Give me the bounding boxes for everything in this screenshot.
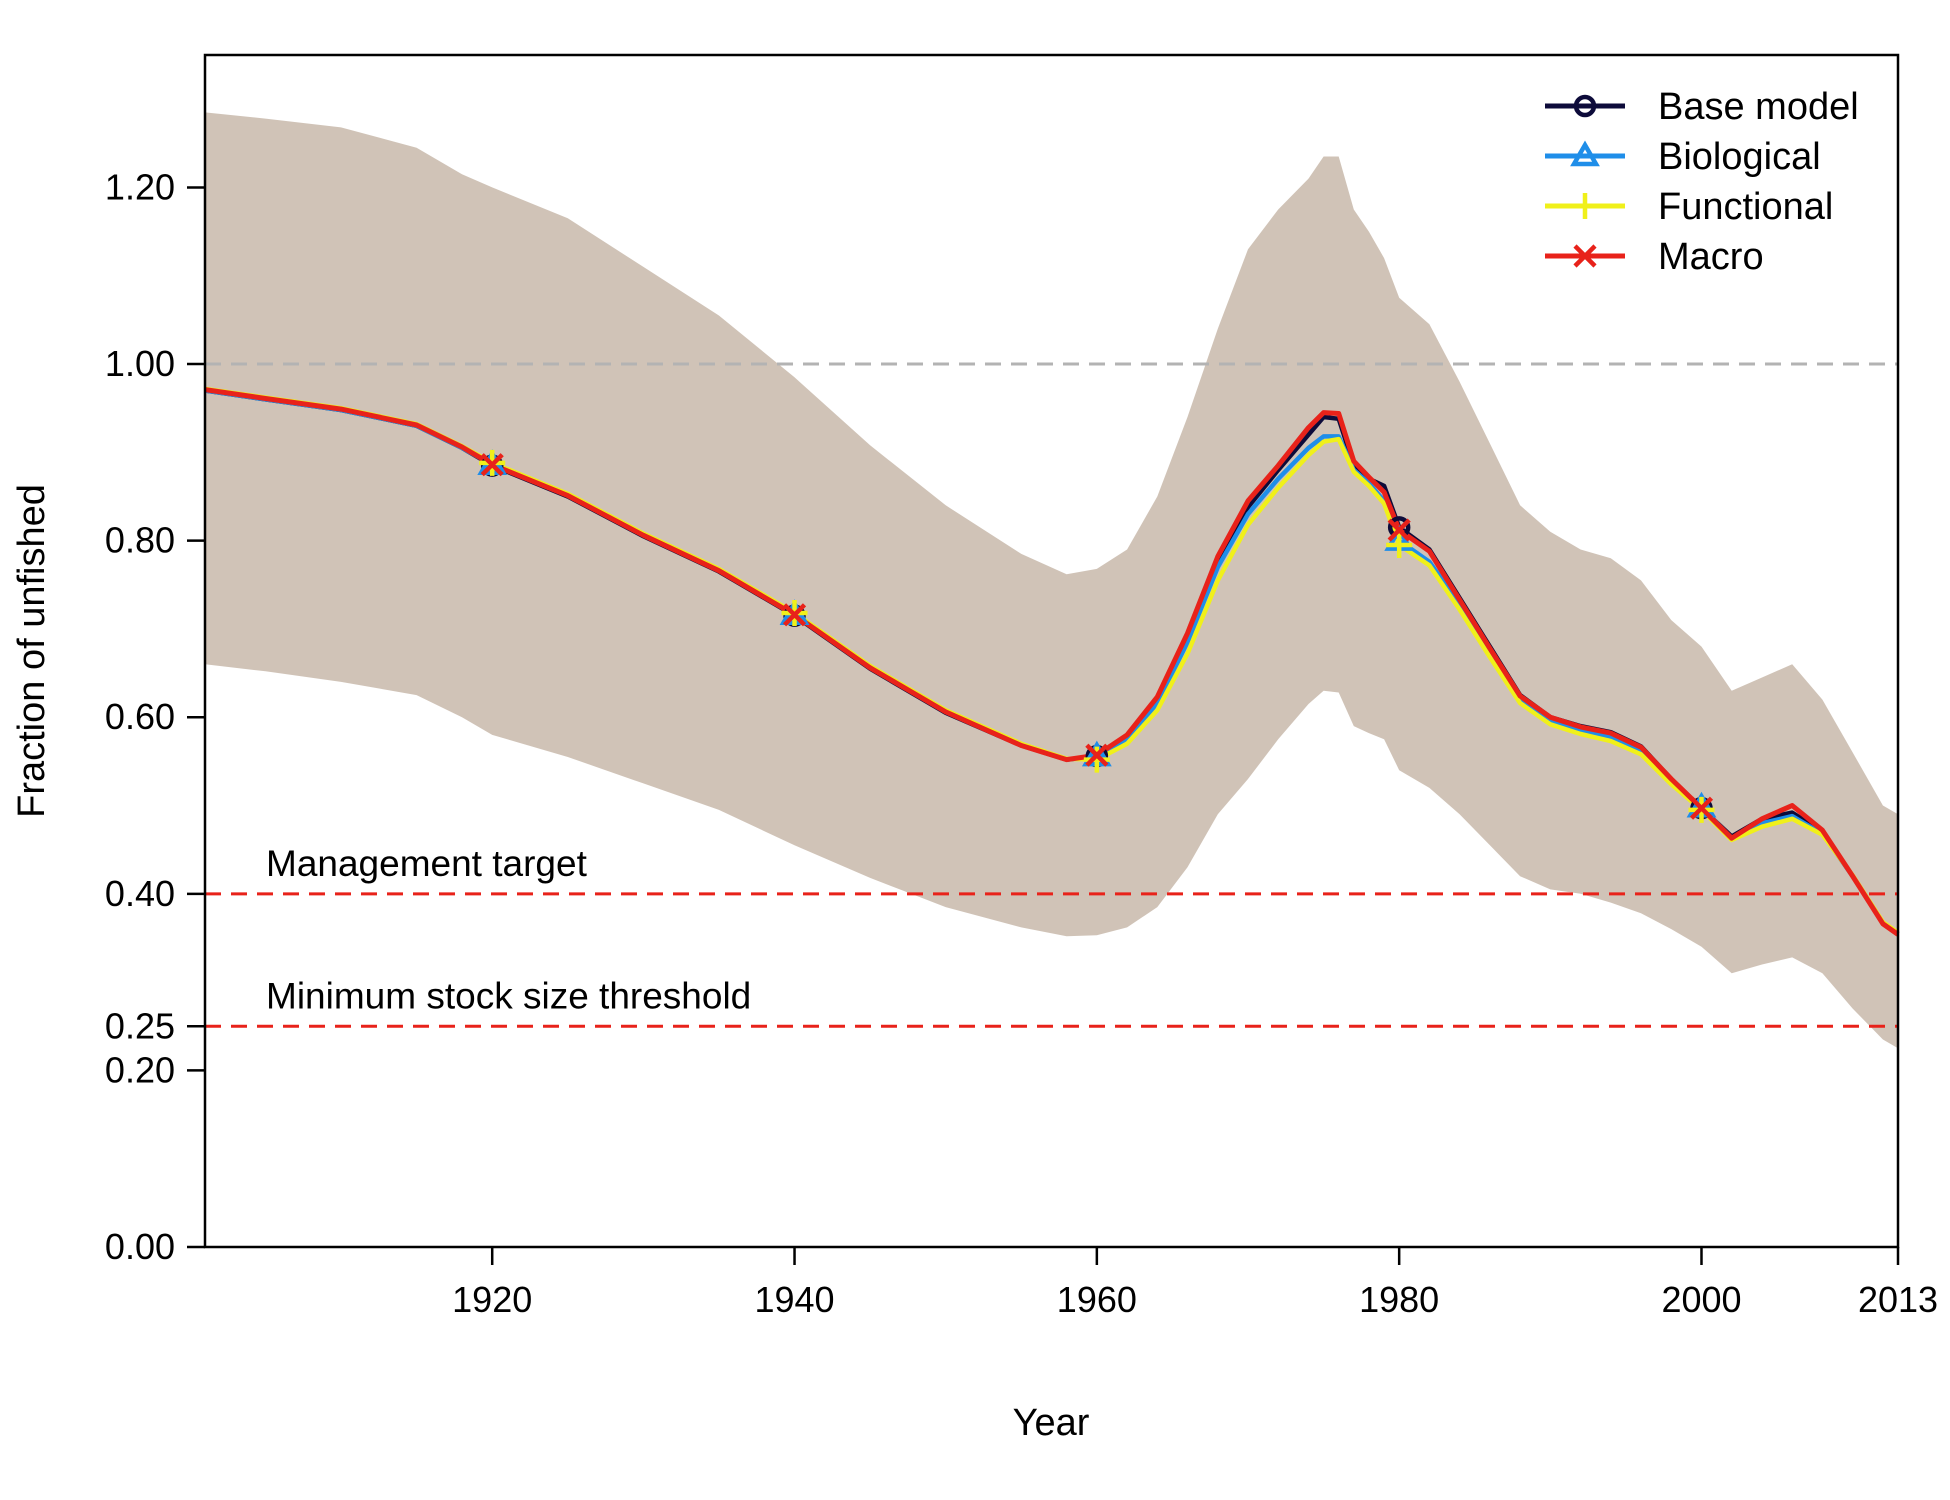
x-tick-label-1980: 1980	[1359, 1279, 1439, 1320]
x-tick-label-2000: 2000	[1661, 1279, 1741, 1320]
x-tick-label-1960: 1960	[1057, 1279, 1137, 1320]
x-tick-label-2013: 2013	[1858, 1279, 1938, 1320]
marker-functional-1980	[1386, 532, 1413, 559]
confidence-band	[205, 112, 1898, 1049]
legend-marker-functional	[1572, 193, 1598, 219]
confidence-band-area	[205, 112, 1898, 1049]
marker-functional-1960	[1083, 746, 1110, 773]
reference-line-label-1: Management target	[266, 843, 588, 884]
y-axis-title: Fraction of unfished	[11, 484, 53, 818]
x-tick-label-1940: 1940	[754, 1279, 834, 1320]
legend-label-biological: Biological	[1658, 136, 1821, 178]
y-tick-label-0.4: 0.40	[105, 873, 175, 914]
marker-macro-1980	[1387, 518, 1411, 542]
series-markers	[477, 449, 1717, 823]
marker-macro-1940	[782, 603, 807, 627]
y-tick-label-0: 0.00	[105, 1226, 175, 1267]
y-axis: 0.00 0.200.25 0.40 0.60 0.80 1.00 1.20	[105, 166, 205, 1267]
legend-marker-biological	[1570, 140, 1600, 167]
marker-macro-1920	[480, 453, 504, 477]
y-tick-label-1.2: 1.20	[105, 166, 175, 207]
legend-marker-base-model	[1573, 94, 1597, 118]
y-tick-label-0.25: 0.25	[105, 1005, 175, 1046]
marker-macro-2000	[1689, 796, 1714, 820]
legend-label-functional: Functional	[1658, 186, 1833, 228]
x-tick-label-1920: 1920	[452, 1279, 532, 1320]
legend-label-base-model: Base model	[1658, 86, 1859, 128]
y-tick-label-0.2: 0.20	[105, 1049, 175, 1090]
reference-lines: Management target Minimum stock size thre…	[205, 362, 1898, 1028]
marker-macro-1960	[1085, 743, 1109, 767]
x-axis-title: Year	[1013, 1402, 1090, 1444]
legend-marker-macro	[1573, 244, 1597, 268]
y-tick-label-0.6: 0.60	[105, 696, 175, 737]
legend-label-macro: Macro	[1658, 236, 1764, 278]
y-tick-label-0.8: 0.80	[105, 520, 175, 561]
x-axis: 1920 1940 1960 1980 2000 2013	[452, 1247, 1938, 1320]
legend: Base model Biological Functional Macro	[1545, 86, 1859, 278]
reference-line-label-2: Minimum stock size threshold	[266, 975, 751, 1016]
plot-frame	[203, 53, 1900, 1249]
y-tick-label-1: 1.00	[105, 343, 175, 384]
